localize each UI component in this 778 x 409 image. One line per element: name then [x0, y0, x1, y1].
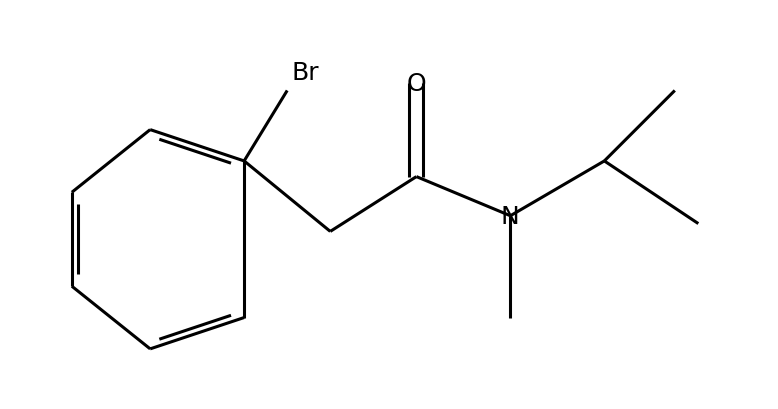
Text: Br: Br: [291, 61, 319, 85]
Text: N: N: [501, 204, 520, 228]
Text: O: O: [407, 72, 426, 95]
